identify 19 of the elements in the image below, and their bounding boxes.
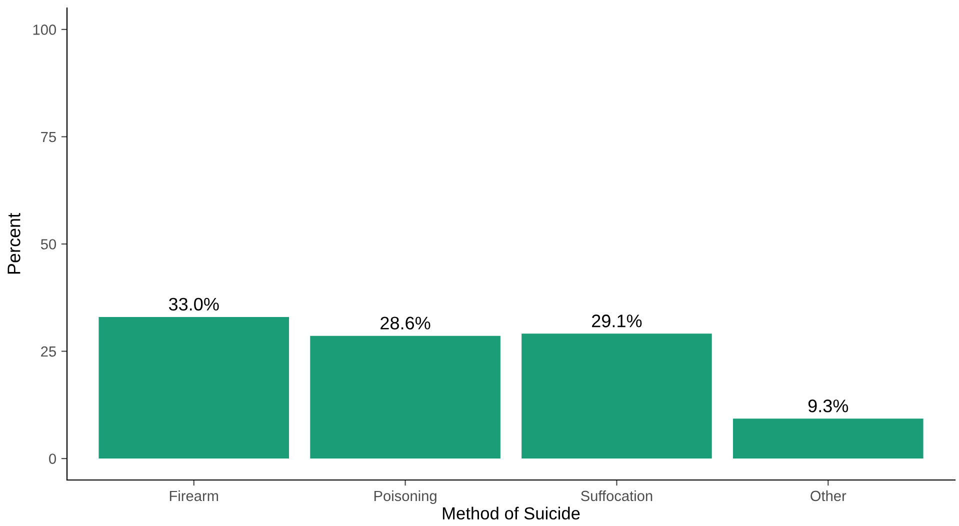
y-tick-label: 0 (49, 454, 56, 464)
data-label: 28.6% (380, 316, 430, 330)
data-label: 29.1% (592, 314, 642, 328)
y-tick-label: 50 (40, 239, 56, 250)
bar (98, 316, 289, 459)
bar (733, 418, 924, 459)
y-tick-label: 25 (41, 346, 56, 357)
data-label: 9.3% (808, 400, 848, 412)
data-label: 33.0% (168, 298, 219, 311)
y-axis-title: Percent (8, 213, 20, 274)
x-axis-title: Method of Suicide (442, 506, 580, 520)
x-tick-label: Suffocation (581, 490, 652, 502)
y-tick-label: 100 (33, 24, 56, 35)
x-tick-label: Poisoning (374, 490, 436, 504)
bar (522, 334, 712, 459)
bar (310, 336, 500, 459)
x-tick-label: Firearm (170, 490, 218, 502)
y-tick-label: 75 (41, 132, 56, 142)
x-tick-label: Other (810, 490, 846, 502)
